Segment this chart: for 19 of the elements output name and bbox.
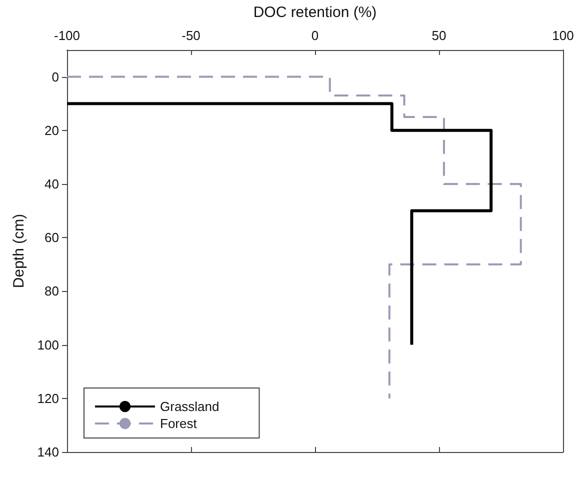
legend-label: Forest [160, 416, 198, 431]
y-tick-label: 100 [37, 337, 59, 352]
y-tick-label: 0 [52, 69, 59, 84]
y-tick-label: 140 [37, 444, 59, 460]
x-tick-label: 50 [432, 28, 446, 43]
y-tick-label: 80 [44, 284, 59, 299]
y-tick-label: 40 [44, 176, 59, 192]
legend-label: Grassland [160, 399, 220, 414]
y-axis-title: Depth (cm) [10, 214, 28, 288]
y-tick-label: 20 [44, 122, 59, 138]
x-tick-label: 100 [552, 28, 574, 43]
y-tick-label: 60 [44, 230, 59, 246]
y-tick-label: 120 [37, 390, 59, 406]
x-tick-label: 0 [311, 28, 319, 43]
line-series [66, 76, 522, 400]
x-axis-title: DOC retention (%) [253, 4, 377, 21]
x-tick-label: -50 [182, 28, 200, 43]
x-tick-label: -100 [54, 28, 80, 43]
line-series [66, 102, 493, 346]
